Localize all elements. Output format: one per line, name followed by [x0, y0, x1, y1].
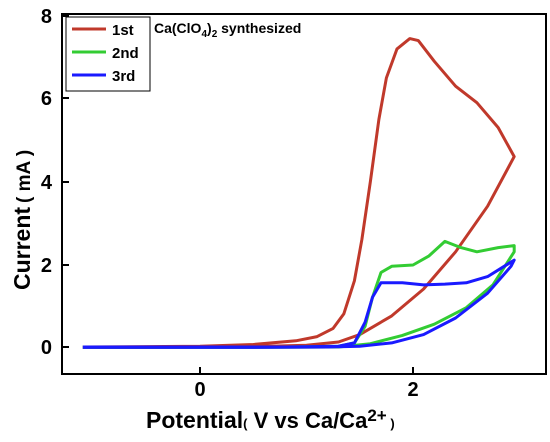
- x-axis: 0 2: [194, 367, 419, 401]
- y-tick-label-0: 0: [41, 337, 52, 359]
- legend: 1st 2nd 3rd: [65, 16, 151, 92]
- legend-label-3rd: 3rd: [112, 68, 135, 85]
- series-line-1st: [82, 37, 516, 349]
- x-axis-label: Potential( V vs Ca/Ca2+ ): [146, 406, 395, 433]
- series-line-3rd: [82, 258, 516, 349]
- y-tick-label-8: 8: [41, 6, 52, 28]
- x-tick-label-0: 0: [194, 379, 205, 401]
- x-tick-label-2: 2: [407, 379, 418, 401]
- y-tick-label-2: 2: [41, 255, 52, 277]
- plot-frame: [61, 13, 547, 375]
- y-axis: 0 2 4 6 8: [41, 6, 69, 359]
- y-axis-label: Current( mA ): [9, 150, 35, 290]
- series-group: [82, 37, 516, 349]
- chart-annotation: Ca(ClO4)2 synthesized: [154, 20, 301, 40]
- y-tick-label-4: 4: [41, 172, 53, 194]
- legend-label-2nd: 2nd: [112, 45, 139, 62]
- y-tick-label-6: 6: [41, 88, 52, 110]
- legend-label-1st: 1st: [112, 22, 134, 39]
